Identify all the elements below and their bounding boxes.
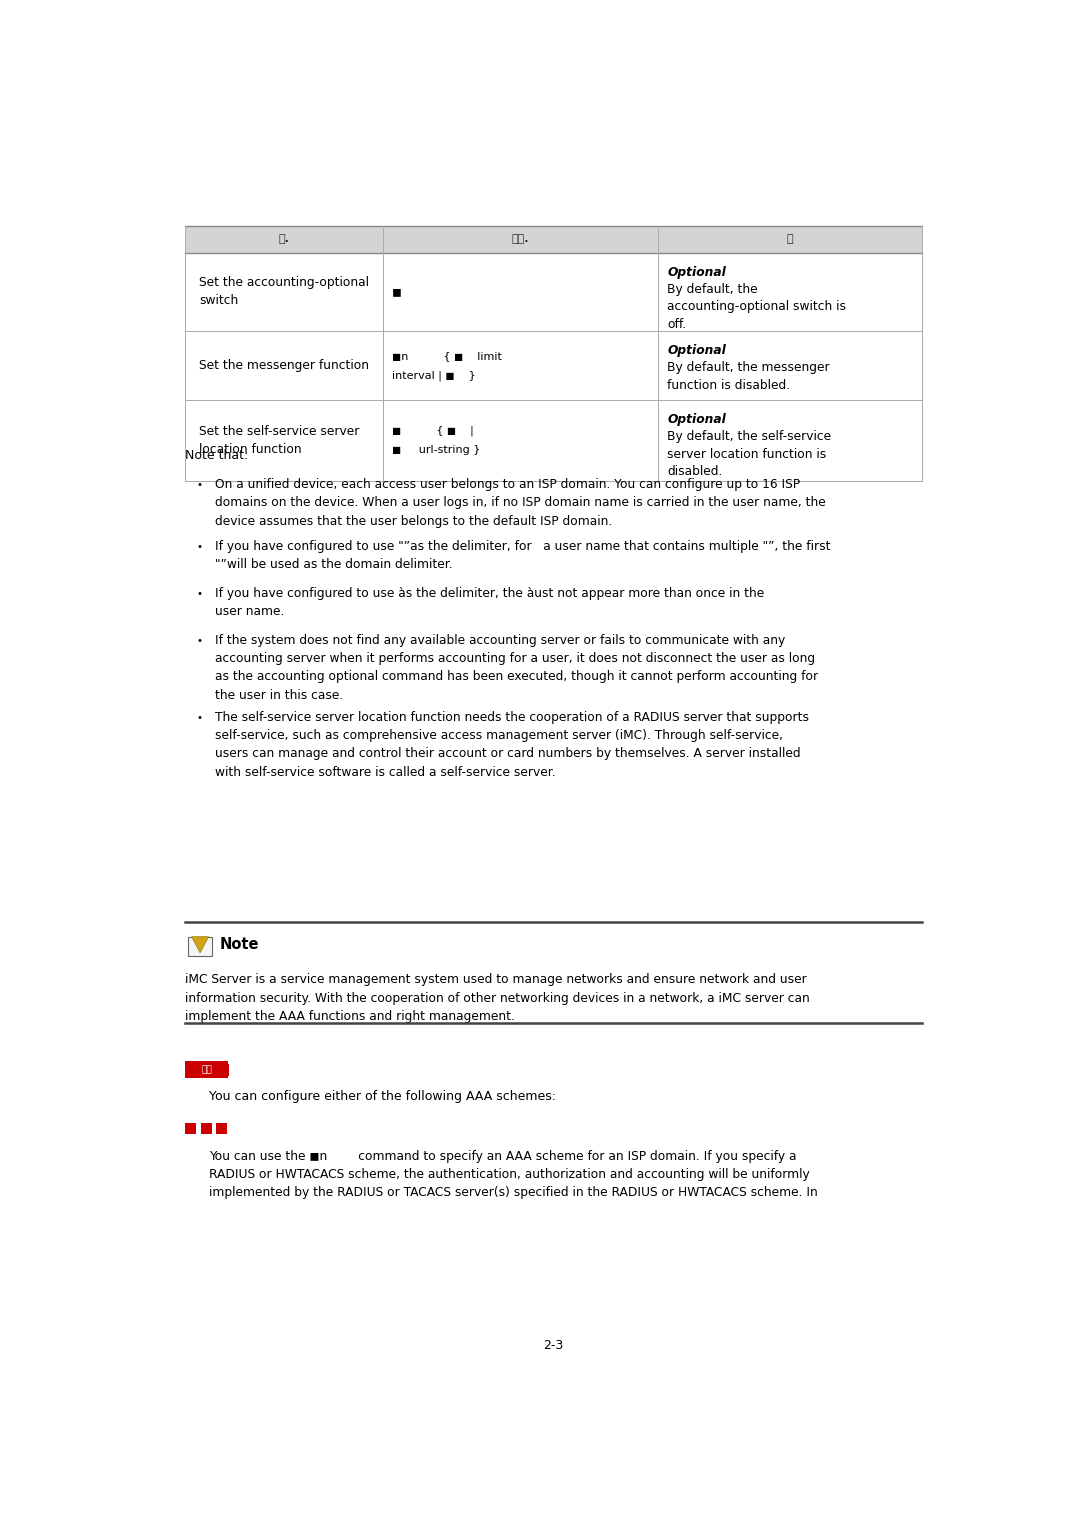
Text: interval | ◼    }: interval | ◼ } bbox=[392, 371, 476, 380]
Text: You can use the ◼n        command to specify an AAA scheme for an ISP domain. If: You can use the ◼n command to specify an… bbox=[208, 1150, 818, 1199]
Text: ◼          { ◼    |: ◼ { ◼ | bbox=[392, 426, 474, 437]
Text: •: • bbox=[197, 635, 202, 646]
Text: If the system does not find any available accounting server or fails to communic: If the system does not find any availabl… bbox=[215, 634, 818, 702]
Text: If you have configured to use "”as the delimiter, for   a user name that contain: If you have configured to use "”as the d… bbox=[215, 541, 831, 571]
Text: 2-3: 2-3 bbox=[543, 1339, 564, 1353]
Text: •: • bbox=[197, 542, 202, 551]
Bar bbox=[186, 1064, 198, 1077]
Text: Note that:: Note that: bbox=[186, 449, 248, 461]
Bar bbox=[189, 936, 212, 956]
Bar bbox=[186, 1124, 197, 1135]
Text: Optional: Optional bbox=[667, 414, 726, 426]
Text: By default, the
accounting-optional switch is
off.: By default, the accounting-optional swit… bbox=[667, 282, 847, 330]
Text: ◼     url-string }: ◼ url-string } bbox=[392, 446, 481, 455]
Bar bbox=[216, 1064, 229, 1077]
Bar bbox=[201, 1064, 213, 1077]
Text: Optional: Optional bbox=[667, 266, 726, 278]
Text: ◼n          { ◼    limit: ◼n { ◼ limit bbox=[392, 351, 502, 360]
Polygon shape bbox=[191, 936, 208, 953]
Text: •: • bbox=[197, 588, 202, 599]
Text: 配置: 配置 bbox=[201, 1064, 212, 1073]
Text: If you have configured to use às the delimiter, the àust not appear more than on: If you have configured to use às the del… bbox=[215, 586, 764, 618]
Text: Set the messenger function: Set the messenger function bbox=[200, 359, 369, 373]
Text: You can configure either of the following AAA schemes:: You can configure either of the followin… bbox=[208, 1090, 555, 1104]
Text: Set the accounting-optional
switch: Set the accounting-optional switch bbox=[200, 276, 369, 307]
Text: •: • bbox=[197, 713, 202, 722]
Text: By default, the self-service
server location function is
disabled.: By default, the self-service server loca… bbox=[667, 431, 832, 478]
Text: On a unified device, each access user belongs to an ISP domain. You can configur: On a unified device, each access user be… bbox=[215, 478, 825, 527]
Text: 命: 命 bbox=[786, 234, 793, 244]
Text: Set the self-service server
location function: Set the self-service server location fun… bbox=[200, 426, 360, 457]
Bar bbox=[201, 1124, 212, 1135]
Text: iMC Server is a service management system used to manage networks and ensure net: iMC Server is a service management syste… bbox=[186, 973, 810, 1023]
Text: By default, the messenger
function is disabled.: By default, the messenger function is di… bbox=[667, 360, 831, 391]
Bar bbox=[216, 1124, 227, 1135]
Text: •: • bbox=[197, 479, 202, 490]
Text: Optional: Optional bbox=[667, 344, 726, 357]
Bar bbox=[186, 1061, 228, 1078]
Text: 命令.: 命令. bbox=[512, 234, 529, 244]
Text: The self-service server location function needs the cooperation of a RADIUS serv: The self-service server location functio… bbox=[215, 712, 809, 779]
Text: Note: Note bbox=[219, 938, 259, 953]
Text: 命.: 命. bbox=[279, 234, 289, 244]
Text: ◼: ◼ bbox=[392, 286, 402, 298]
Bar bbox=[186, 226, 921, 252]
